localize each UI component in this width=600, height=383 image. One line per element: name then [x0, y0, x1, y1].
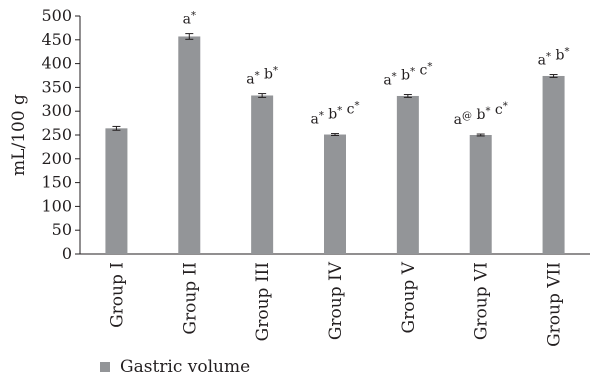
y-tick-label: 0	[62, 244, 72, 263]
bar	[105, 128, 128, 254]
bars	[105, 36, 565, 254]
y-axis-title: mL/100 g	[9, 94, 29, 176]
category-label: Group III	[253, 262, 273, 341]
legend: Gastric volume	[100, 357, 250, 377]
category-label: Group VI	[472, 262, 492, 340]
category-label: Group I	[107, 262, 127, 328]
error-bars	[112, 33, 558, 137]
y-tick-label: 200	[41, 149, 72, 168]
y-tick-label: 150	[41, 173, 72, 192]
category-label: Group II	[180, 262, 200, 335]
bar	[251, 95, 274, 254]
y-tick-label: 250	[41, 125, 72, 144]
category-label: Group VII	[545, 262, 565, 347]
y-tick-label: 100	[41, 196, 72, 215]
significance-label: a* b*	[246, 66, 278, 88]
bar	[324, 134, 346, 254]
significance-label: a@ b* c*	[454, 101, 508, 128]
y-axis: 0 50 100 150 200 250 300 350 400 450 500	[41, 6, 81, 263]
y-tick-label: 500	[41, 6, 72, 25]
significance-label: a* b* c*	[383, 62, 432, 89]
significance-label: a* b*	[538, 47, 570, 69]
significance-label: a* b* c*	[310, 101, 359, 128]
category-label: Group IV	[326, 261, 346, 340]
category-labels: Group I Group II Group III Group IV Group V G…	[107, 261, 564, 347]
significance-label: a*	[183, 11, 196, 28]
legend-swatch	[100, 362, 110, 372]
bar	[396, 95, 419, 254]
significance-annotations: a* a* b* a* b* c* a* b* c* a@ b* c* a* b*	[183, 11, 570, 128]
y-tick-label: 300	[41, 101, 72, 120]
bar	[178, 36, 201, 254]
y-tick-label: 450	[41, 30, 72, 49]
legend-label: Gastric volume	[120, 357, 251, 377]
y-tick-label: 350	[41, 77, 72, 96]
category-label: Group V	[399, 261, 419, 333]
y-tick-label: 400	[41, 54, 72, 73]
bar	[469, 135, 492, 254]
y-tick-label: 50	[52, 220, 72, 239]
bar	[542, 75, 565, 254]
